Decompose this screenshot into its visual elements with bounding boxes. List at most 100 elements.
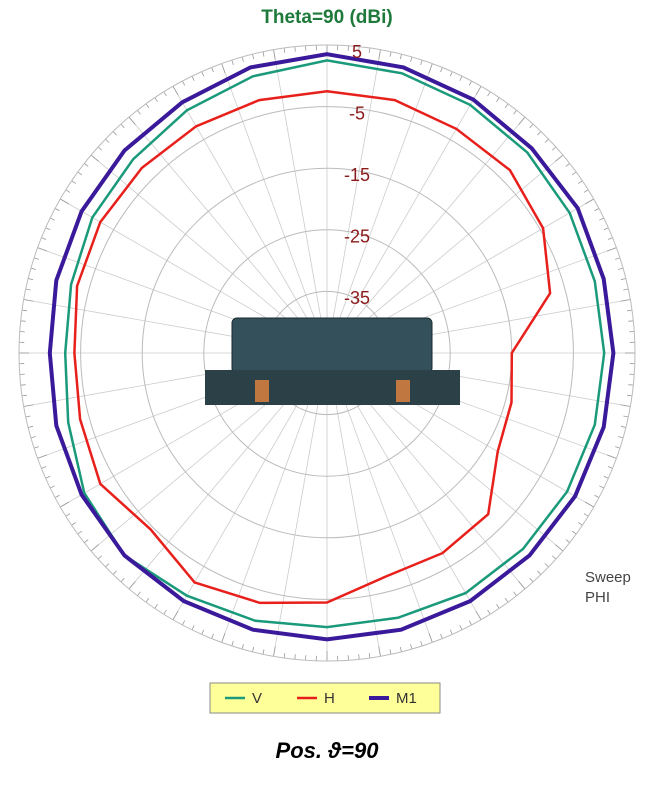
rim-tick — [202, 72, 204, 77]
rim-tick — [137, 592, 140, 596]
rim-tick — [274, 646, 276, 656]
rim-tick — [41, 238, 46, 240]
rim-tick — [38, 455, 47, 458]
device-image — [205, 318, 460, 405]
rim-tick — [212, 634, 214, 639]
rim-tick — [578, 181, 582, 184]
rim-tick — [284, 48, 285, 53]
sweep-label: PHI — [585, 589, 610, 606]
rim-tick — [369, 653, 370, 658]
rim-tick — [232, 60, 234, 65]
rim-tick — [618, 437, 623, 438]
rim-tick — [505, 104, 508, 108]
rim-tick — [450, 630, 452, 635]
rim-tick — [22, 310, 27, 311]
rim-tick — [66, 514, 70, 517]
rim-tick — [164, 92, 167, 96]
rim-tick — [50, 486, 54, 488]
r-tick-label: -15 — [344, 165, 370, 185]
rim-tick — [595, 208, 599, 210]
rim-tick — [618, 268, 623, 269]
rim-tick — [519, 117, 525, 125]
rim-tick — [146, 598, 149, 602]
rim-tick — [441, 67, 443, 72]
rim-tick — [55, 495, 59, 497]
rim-tick — [411, 57, 412, 62]
rim-tick — [505, 598, 508, 602]
rim-tick — [584, 514, 588, 517]
rim-tick — [121, 124, 124, 128]
rim-tick — [60, 502, 69, 507]
rim-tick — [537, 571, 540, 575]
rim-tick — [55, 208, 59, 210]
rim-tick — [146, 104, 149, 108]
rim-tick — [604, 228, 609, 230]
rim-tick — [390, 649, 391, 654]
rim-tick — [496, 604, 499, 608]
caption: Pos. ϑ=90 — [276, 738, 380, 763]
rim-tick — [476, 86, 481, 95]
rim-tick — [284, 653, 285, 658]
legend-label: M1 — [396, 690, 417, 707]
rim-tick — [46, 476, 51, 478]
rim-tick — [252, 54, 253, 59]
rim-tick — [400, 647, 401, 652]
rim-tick — [628, 321, 633, 322]
rim-tick — [91, 155, 99, 161]
rim-tick — [545, 139, 549, 142]
rim-tick — [24, 300, 34, 302]
rim-tick — [222, 64, 225, 73]
rim-tick — [488, 610, 491, 614]
rim-tick — [514, 110, 517, 114]
rim-tick — [78, 172, 82, 175]
rim-tick — [98, 147, 102, 150]
rim-tick — [566, 540, 570, 543]
rim-tick — [620, 405, 630, 407]
rim-tick — [400, 54, 401, 59]
rim-tick — [91, 545, 99, 551]
rim-tick — [390, 52, 391, 57]
rim-tick — [137, 110, 140, 114]
spoke — [327, 86, 481, 353]
rim-tick — [578, 522, 582, 525]
rim-tick — [621, 426, 626, 427]
rim-tick — [60, 199, 69, 204]
rim-tick — [429, 633, 432, 642]
rim-tick — [164, 610, 167, 614]
rim-tick — [628, 385, 633, 386]
rim-tick — [232, 641, 234, 646]
r-tick-label: -35 — [344, 288, 370, 308]
rim-tick — [84, 540, 88, 543]
legend-label: V — [252, 690, 262, 707]
rim-tick — [222, 633, 225, 642]
rim-tick — [28, 426, 33, 427]
rim-tick — [28, 278, 33, 279]
rim-tick — [21, 385, 26, 386]
rim-tick — [585, 502, 594, 507]
rim-tick — [66, 190, 70, 193]
rim-tick — [274, 50, 276, 60]
rim-tick — [21, 321, 26, 322]
rim-tick — [113, 131, 116, 135]
rim-tick — [295, 47, 296, 52]
rim-tick — [22, 395, 27, 396]
rim-tick — [488, 92, 491, 96]
rim-tick — [421, 60, 423, 65]
sweep-label: Sweep — [585, 569, 631, 586]
rim-tick — [252, 647, 253, 652]
rim-tick — [72, 181, 76, 184]
rim-tick — [621, 278, 626, 279]
rim-tick — [202, 630, 204, 635]
rim-tick — [476, 611, 481, 620]
rim-tick — [627, 310, 632, 311]
rim-tick — [450, 72, 452, 77]
rim-tick — [607, 455, 616, 458]
chart-title: Theta=90 (dBi) — [261, 7, 392, 28]
rim-tick — [105, 139, 109, 142]
rim-tick — [26, 416, 31, 417]
rim-tick — [121, 578, 124, 582]
rim-tick — [530, 124, 533, 128]
rim-tick — [599, 486, 603, 488]
rim-tick — [155, 98, 158, 102]
